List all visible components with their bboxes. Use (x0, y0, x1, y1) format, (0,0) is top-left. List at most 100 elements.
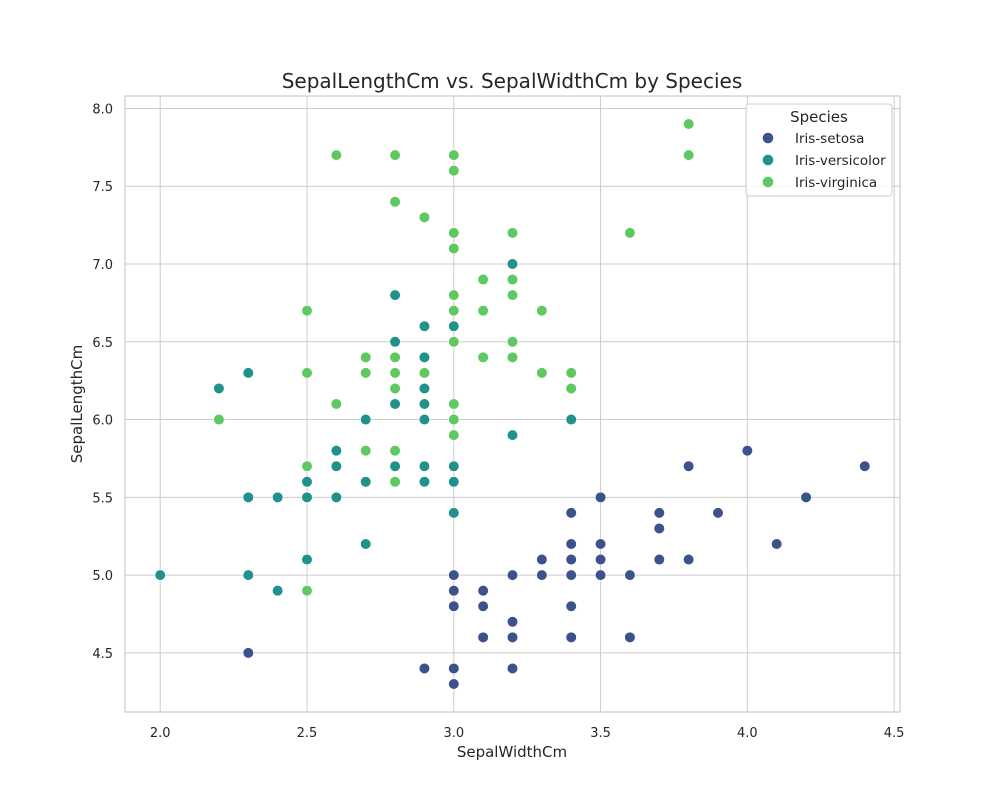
data-point (800, 491, 812, 503)
data-point (565, 382, 577, 395)
data-point (360, 538, 372, 550)
data-point (360, 413, 372, 426)
data-point (330, 149, 342, 161)
data-point (418, 398, 431, 410)
data-point (448, 662, 460, 675)
legend-box (745, 103, 893, 197)
data-point (389, 149, 401, 161)
data-point (565, 553, 577, 566)
data-point (477, 351, 489, 363)
x-tick-label: 2.0 (150, 726, 171, 741)
data-point (418, 382, 431, 395)
data-point (448, 149, 460, 161)
data-point (330, 460, 342, 472)
data-point (301, 367, 313, 379)
data-point (477, 600, 489, 612)
data-point (360, 476, 372, 488)
y-tick-label: 4.5 (92, 647, 113, 662)
data-point (536, 367, 548, 379)
data-point (565, 631, 577, 643)
data-point (360, 445, 372, 457)
series-iris-setosa (242, 445, 871, 690)
data-point (565, 413, 577, 426)
data-point (213, 382, 225, 395)
data-point (683, 460, 695, 472)
data-point (506, 273, 519, 286)
data-point (213, 413, 225, 426)
data-point (506, 289, 519, 301)
data-point (301, 585, 313, 597)
legend: Species Iris-setosa Iris-versicolor Iris-v… (745, 103, 893, 197)
x-tick-label: 3.0 (443, 726, 464, 741)
data-points (154, 118, 871, 690)
data-point (242, 367, 254, 379)
data-point (360, 351, 372, 363)
data-point (272, 585, 284, 597)
data-point (448, 413, 460, 426)
data-point (389, 476, 401, 488)
data-point (741, 445, 753, 457)
data-point (536, 305, 548, 317)
y-tick-label: 6.5 (92, 336, 113, 351)
data-point (389, 196, 401, 208)
data-point (448, 429, 460, 441)
legend-label: Iris-virginica (795, 175, 877, 191)
data-point (448, 476, 460, 488)
data-point (594, 553, 607, 566)
legend-label: Iris-setosa (795, 131, 864, 147)
data-point (477, 305, 489, 317)
legend-marker (762, 176, 774, 188)
data-point (477, 631, 489, 643)
data-point (653, 553, 665, 566)
data-point (506, 631, 519, 643)
legend-title: Species (790, 108, 848, 126)
data-point (448, 460, 460, 472)
data-point (418, 351, 431, 363)
data-point (624, 569, 636, 581)
data-point (272, 491, 284, 503)
data-point (301, 460, 313, 472)
data-point (301, 305, 313, 317)
data-point (536, 569, 548, 581)
data-point (477, 585, 489, 597)
y-tick-label: 8.0 (92, 102, 113, 117)
data-point (301, 553, 313, 566)
data-point (330, 398, 342, 410)
data-point (418, 476, 431, 488)
data-point (301, 476, 313, 488)
y-tick-label: 7.5 (92, 180, 113, 195)
data-point (242, 491, 254, 503)
data-point (506, 569, 519, 581)
data-point (565, 367, 577, 379)
data-point (448, 165, 460, 177)
data-point (536, 553, 548, 566)
data-point (506, 429, 519, 441)
series-iris-versicolor (154, 258, 577, 597)
data-point (418, 367, 431, 379)
data-point (448, 507, 460, 519)
y-axis-label: SepalLengthCm (68, 345, 86, 463)
data-point (242, 647, 254, 659)
chart-title: SepalLengthCm vs. SepalWidthCm by Specie… (282, 69, 743, 93)
data-point (859, 460, 871, 472)
data-point (506, 258, 519, 270)
data-point (389, 289, 401, 301)
series-iris-virginica (213, 118, 695, 597)
data-point (712, 507, 724, 519)
data-point (418, 320, 431, 332)
data-point (448, 289, 460, 301)
plot-frame (124, 95, 901, 713)
data-point (448, 305, 460, 317)
legend-marker (762, 154, 774, 166)
legend-items: Iris-setosa Iris-versicolor Iris-virginica (762, 131, 886, 191)
data-point (565, 600, 577, 612)
data-point (683, 118, 695, 130)
data-point (506, 227, 519, 239)
data-point (360, 367, 372, 379)
data-point (448, 336, 460, 348)
data-point (683, 553, 695, 566)
data-point (565, 507, 577, 519)
data-point (653, 522, 665, 535)
data-point (389, 445, 401, 457)
